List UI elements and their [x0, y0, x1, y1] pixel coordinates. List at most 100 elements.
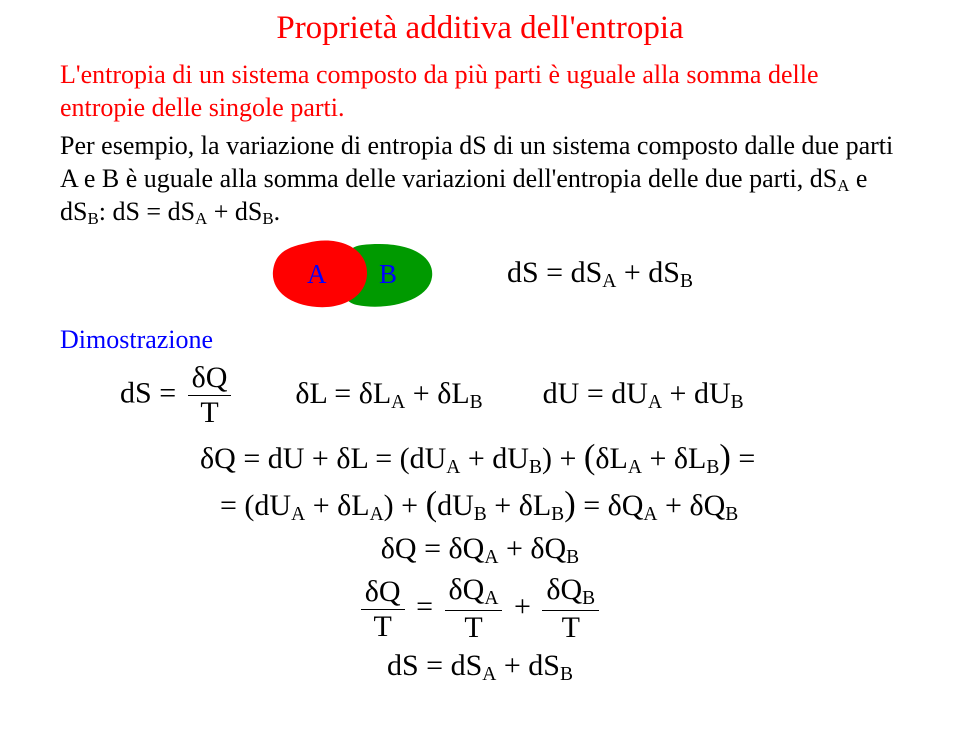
- eq2-dLB: δL: [674, 442, 706, 475]
- eq3-eq: =: [220, 489, 237, 522]
- eq5-f1: δQ T: [361, 577, 405, 642]
- eq2-dU: dU: [268, 442, 305, 475]
- eq1-dL: δL: [295, 377, 326, 410]
- eq2-sB2: B: [706, 457, 719, 478]
- sub-a: A: [837, 176, 849, 195]
- eq1-num: δQ: [188, 363, 232, 395]
- page: Proprietà additiva dell'entropia L'entro…: [0, 0, 960, 751]
- eq5-eq: =: [416, 590, 433, 623]
- eq3-rp2: ): [564, 485, 576, 523]
- eq3-dUA: dU: [254, 489, 291, 522]
- eq3-sA: A: [291, 504, 305, 525]
- sub-b: B: [87, 209, 98, 228]
- eq1-dU: dU: [543, 377, 580, 410]
- eq5-d3: T: [542, 610, 599, 643]
- eq3-sA3: A: [643, 504, 657, 525]
- eq3-dLB: δL: [519, 489, 551, 522]
- eq1-b: δL = δLA + δLB: [295, 377, 482, 414]
- eq1-sB: B: [470, 392, 483, 413]
- eq4-sA: A: [484, 547, 498, 568]
- eq-row-6: dS = dSA + dSB: [60, 649, 900, 686]
- eq-top-sa: A: [602, 271, 616, 292]
- eq2-dLA: δL: [595, 442, 627, 475]
- eq5-f3: δQB T: [542, 575, 599, 643]
- eq3-sB2: B: [551, 504, 564, 525]
- eq3-dQB: δQ: [689, 489, 725, 522]
- eq5-n3t: δQ: [546, 573, 582, 606]
- eq2-dQ: δQ: [200, 442, 236, 475]
- eq-top-sb: B: [680, 271, 693, 292]
- eq3-plus4: +: [665, 489, 682, 522]
- eq6-dSB: dS: [528, 649, 560, 682]
- eq4-dQ: δQ: [381, 532, 417, 565]
- eq1-sB2: B: [731, 392, 744, 413]
- eq2-rp2: ): [719, 438, 731, 476]
- eq4-eq: =: [424, 532, 441, 565]
- intro-paragraph: L'entropia di un sistema composto da più…: [60, 59, 900, 124]
- eq1-a: dS = δQ T: [120, 363, 235, 428]
- eq2-sB: B: [529, 457, 542, 478]
- eq1-dUB: dU: [694, 377, 731, 410]
- eq-top-eq: =: [546, 256, 563, 289]
- eq-row-2: δQ = dU + δL = (dUA + dUB) + (δLA + δLB)…: [200, 438, 900, 479]
- eq-top-lhs: dS: [507, 256, 539, 289]
- eq5-n3s: B: [582, 588, 595, 609]
- blob-diagram: A B: [267, 235, 437, 313]
- eq1-c: dU = dUA + dUB: [543, 377, 744, 414]
- eq5-n2s: A: [484, 588, 498, 609]
- eq3-sB: B: [474, 504, 487, 525]
- blob-svg: [267, 235, 437, 313]
- eq2-plus2: +: [468, 442, 485, 475]
- eq2-eq2: =: [375, 442, 392, 475]
- eq-row-5: δQ T = δQA T + δQB T: [60, 575, 900, 643]
- blob-label-a: A: [307, 259, 327, 290]
- eq4-sB: B: [566, 547, 579, 568]
- eq1-dS: dS: [120, 377, 152, 410]
- eq-row-4: δQ = δQA + δQB: [60, 532, 900, 569]
- body-text-3: : dS = dS: [99, 197, 195, 226]
- eq2-plus: +: [312, 442, 329, 475]
- eq1-eq: =: [159, 377, 176, 410]
- body-text-4: + dS: [207, 197, 262, 226]
- eq5-plus: +: [514, 590, 531, 623]
- eq1-sA: A: [391, 392, 405, 413]
- eq4: δQ = δQA + δQB: [381, 532, 579, 569]
- sub-a2: A: [195, 209, 207, 228]
- eq1-den: T: [188, 395, 232, 428]
- eq1-frac: δQ T: [188, 363, 232, 428]
- eq2-plus3: +: [559, 442, 576, 475]
- eq6-dS: dS: [387, 649, 419, 682]
- eq1-dLA: δL: [359, 377, 391, 410]
- eq-top-t2: dS: [648, 256, 680, 289]
- eq3-lp2: (: [426, 485, 438, 523]
- eq6-plus: +: [504, 649, 521, 682]
- eq4-dQA: δQ: [449, 532, 485, 565]
- eq2-rp1: ): [542, 442, 552, 475]
- eq-top: dS = dSA + dSB: [507, 256, 693, 293]
- eq6-eq: =: [426, 649, 443, 682]
- eq3-plus2: +: [401, 489, 418, 522]
- eq-row-3: = (dUA + δLA) + (dUB + δLB) = δQA + δQB: [220, 485, 900, 526]
- eq1-dLB: δL: [437, 377, 469, 410]
- eq1-plus2: +: [670, 377, 687, 410]
- proof-label: Dimostrazione: [60, 325, 900, 355]
- eq5: δQ T = δQA T + δQB T: [357, 575, 603, 643]
- body-dot: .: [274, 197, 281, 226]
- page-title: Proprietà additiva dell'entropia: [60, 10, 900, 47]
- eq4-plus: +: [506, 532, 523, 565]
- eq5-d1: T: [361, 609, 405, 642]
- eq-row-1: dS = δQ T δL = δLA + δLB dU = dUA + dUB: [120, 363, 900, 428]
- blob-label-b: B: [379, 259, 397, 290]
- eq2-dUA: dU: [410, 442, 447, 475]
- eq4-dQB: δQ: [530, 532, 566, 565]
- eq3-dLA: δL: [337, 489, 369, 522]
- eq5-n1: δQ: [361, 577, 405, 609]
- eq3-rp1: ): [384, 489, 394, 522]
- eq5-n2t: δQ: [449, 573, 485, 606]
- eq5-f2: δQA T: [445, 575, 503, 643]
- eq1-eq2: =: [334, 377, 351, 410]
- eq2-eq: =: [243, 442, 260, 475]
- eq2-sA2: A: [628, 457, 642, 478]
- eq3-plus: +: [313, 489, 330, 522]
- eq2-sA: A: [446, 457, 460, 478]
